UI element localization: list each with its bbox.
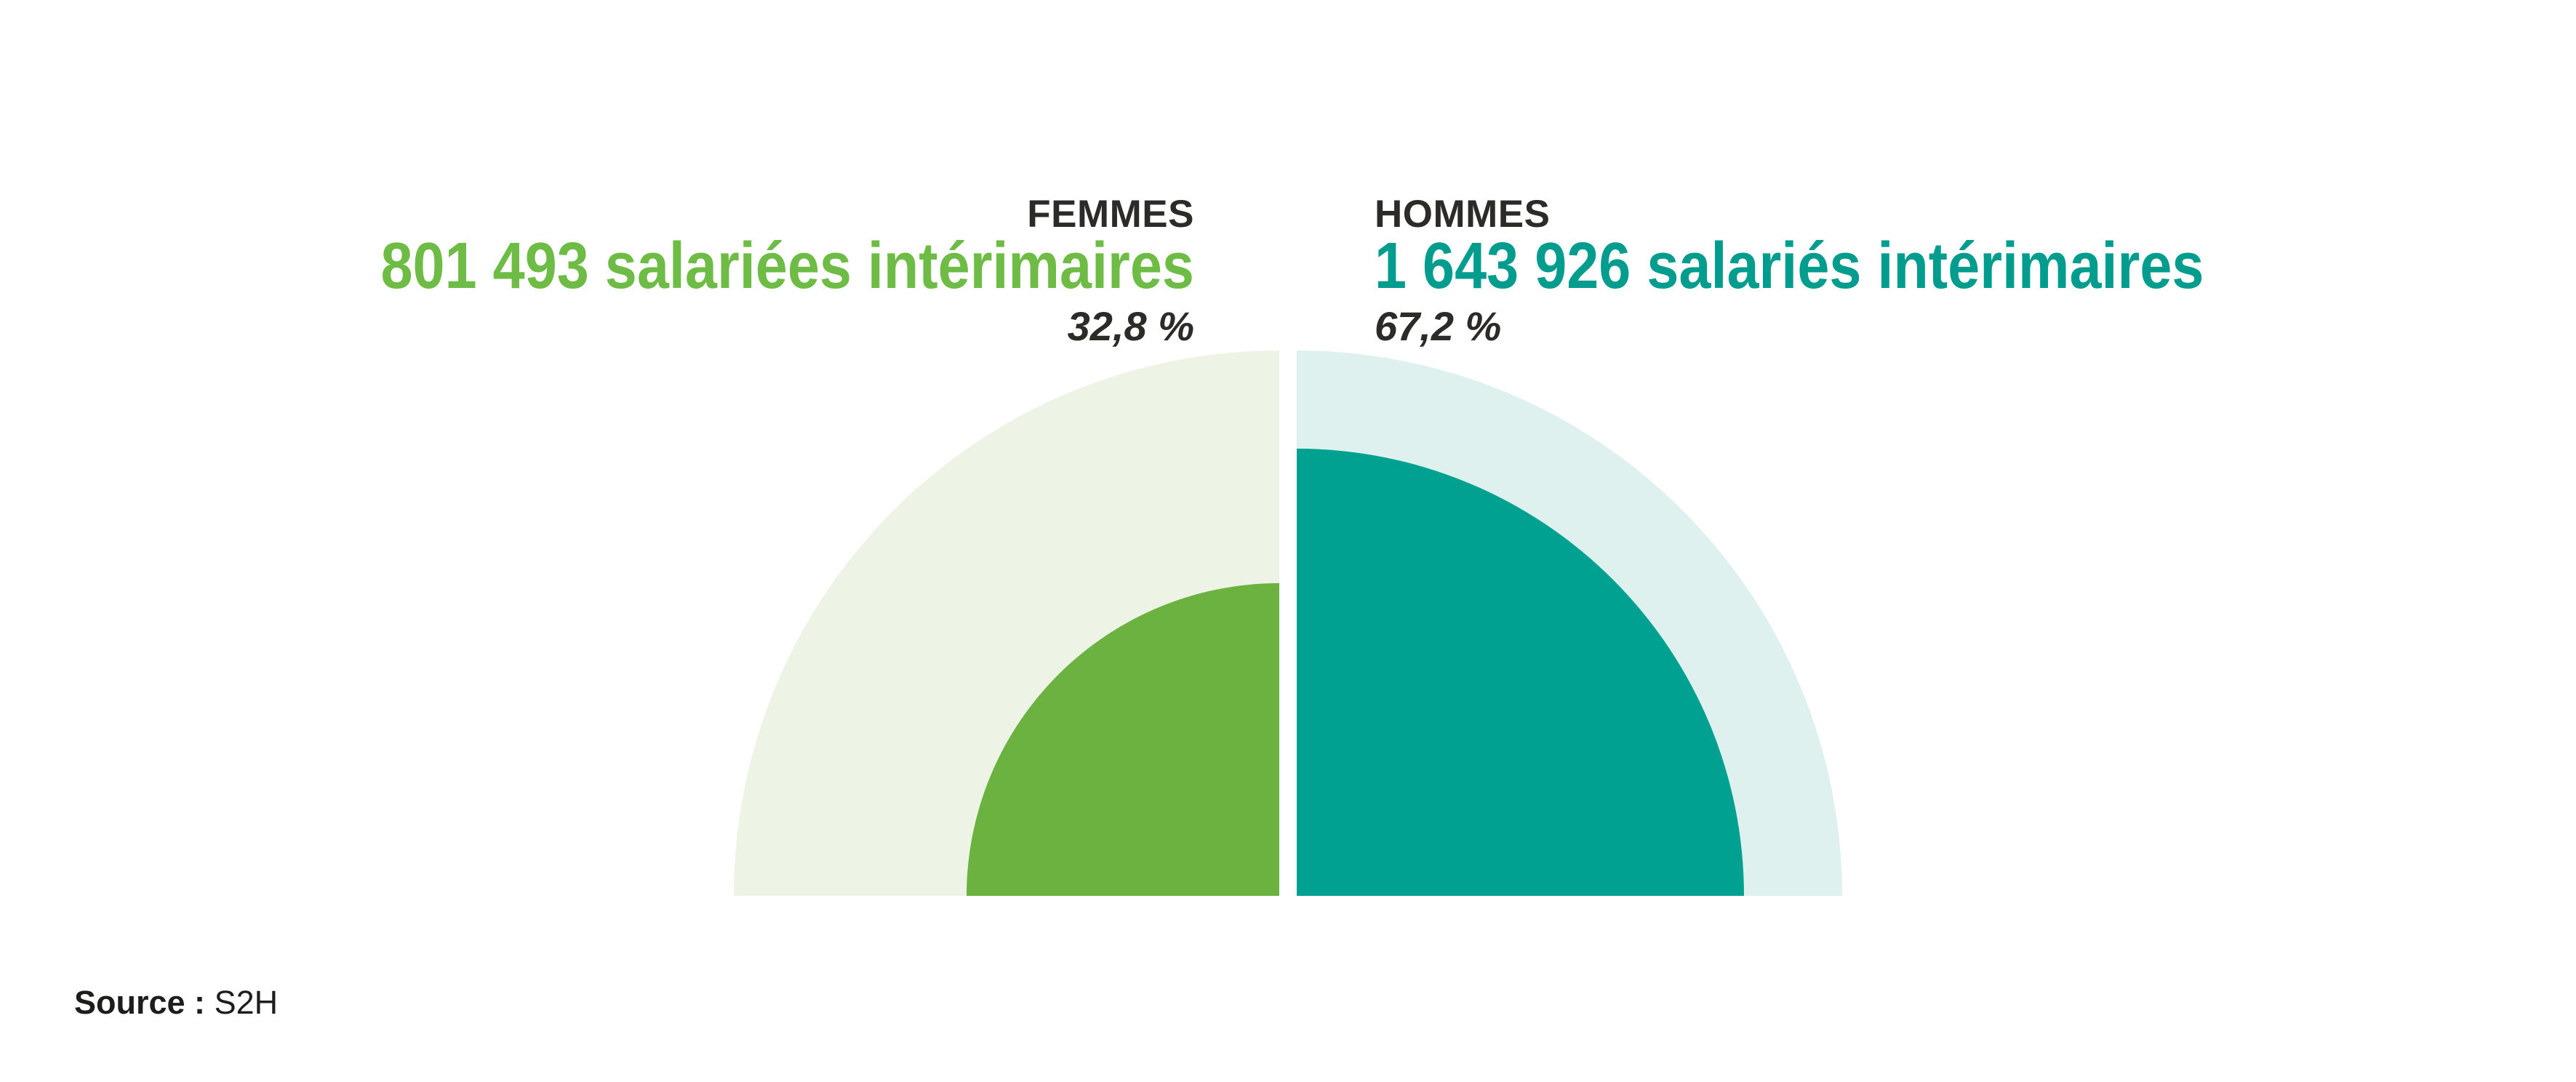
- source-value: S2H: [214, 984, 279, 1021]
- hommes-category-label: HOMMES: [1375, 193, 1551, 236]
- femmes-category-label: FEMMES: [1027, 193, 1194, 236]
- source-label: Source :: [74, 984, 206, 1021]
- hommes-headline: 1 643 926 salariés intérimaires: [1375, 230, 2204, 302]
- hommes-percent-label: 67,2 %: [1375, 303, 1502, 349]
- femmes-headline: 801 493 salariées intérimaires: [380, 230, 1194, 302]
- source-line: Source : S2H: [74, 986, 278, 1019]
- femmes-percent-label: 32,8 %: [1067, 303, 1194, 349]
